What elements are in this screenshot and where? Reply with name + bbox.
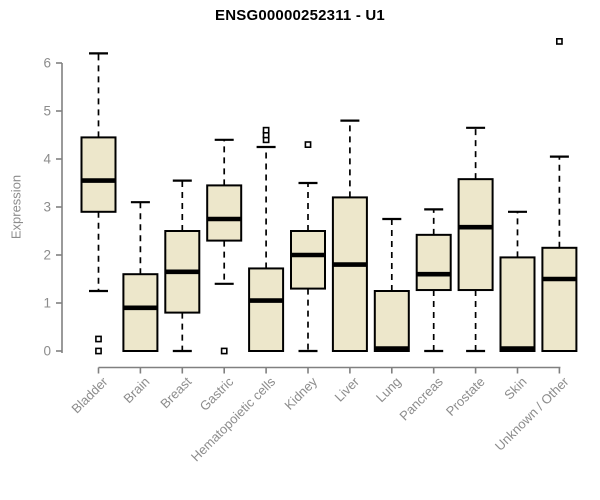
- y-tick-label: 1: [43, 296, 51, 311]
- x-category-label: Bladder: [68, 374, 111, 417]
- box-prostate: [457, 178, 494, 292]
- box-gastric: [206, 184, 243, 242]
- y-tick-label: 6: [43, 56, 51, 71]
- x-category-label: Liver: [331, 374, 362, 405]
- y-tick-label: 4: [43, 152, 51, 167]
- outlier-point: [220, 347, 228, 355]
- x-category-label: Pancreas: [396, 374, 446, 424]
- x-category-label: Gastric: [197, 374, 237, 414]
- y-tick-label: 5: [43, 104, 51, 119]
- box-lung: [373, 290, 410, 352]
- box-unknown-other: [541, 246, 578, 352]
- x-category-label: Unknown / Other: [492, 374, 572, 454]
- outlier-point: [555, 37, 563, 45]
- outlier-point: [95, 335, 102, 343]
- outlier-point: [262, 126, 270, 134]
- box-hematopoietic-cells: [248, 267, 285, 352]
- box-pancreas: [415, 233, 452, 292]
- outlier-point: [304, 141, 312, 148]
- box-kidney: [290, 230, 326, 290]
- y-tick-label: 3: [43, 200, 51, 215]
- box-liver: [331, 196, 368, 352]
- x-category-label: Lung: [373, 374, 404, 405]
- box-skin: [499, 256, 536, 352]
- y-tick-label: 2: [43, 248, 51, 263]
- x-category-label: Skin: [501, 374, 529, 402]
- y-tick-label: 0: [43, 344, 51, 359]
- x-category-label: Breast: [157, 374, 194, 411]
- chart-title: ENSG00000252311 - U1: [215, 7, 385, 24]
- x-category-label: Kidney: [281, 374, 320, 413]
- box-bladder: [80, 136, 117, 213]
- x-category-label: Prostate: [443, 374, 488, 419]
- x-category-label: Brain: [120, 374, 152, 406]
- outlier-point: [95, 347, 102, 355]
- box-brain: [122, 273, 159, 353]
